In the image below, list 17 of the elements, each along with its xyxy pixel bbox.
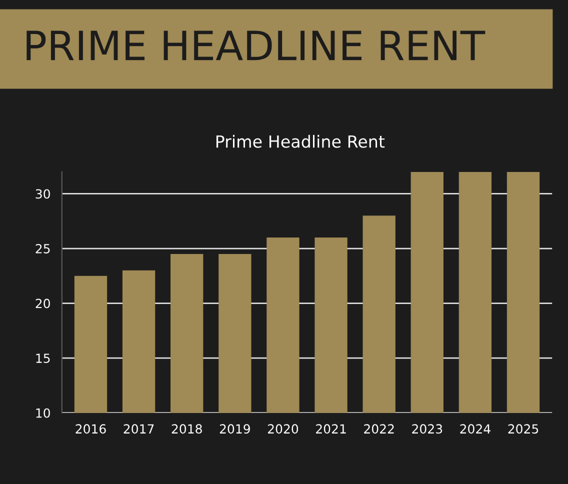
x-tick-label: 2019	[220, 424, 250, 434]
x-tick-label: 2020	[268, 424, 298, 434]
chart-title: PRIME HEADLINE RENT	[26, 30, 486, 60]
x-tick-label: 2016	[76, 424, 106, 434]
y-tick-label: 25	[36, 244, 50, 254]
y-tick-label: 20	[36, 298, 50, 308]
y-tick-label: 10	[36, 408, 50, 418]
chart-subtitle: Prime Headline Rent	[216, 134, 385, 148]
x-tick-label: 2017	[124, 424, 154, 434]
x-tick-label: 2021	[316, 424, 346, 434]
y-tick-label: 15	[36, 354, 50, 363]
x-tick-label: 2018	[172, 424, 202, 434]
x-tick-label: 2023	[412, 424, 442, 434]
x-tick-label: 2022	[364, 424, 394, 434]
x-tick-label: 2025	[508, 424, 538, 434]
x-tick-label: 2024	[460, 424, 490, 434]
y-tick-label: 30	[36, 189, 50, 199]
